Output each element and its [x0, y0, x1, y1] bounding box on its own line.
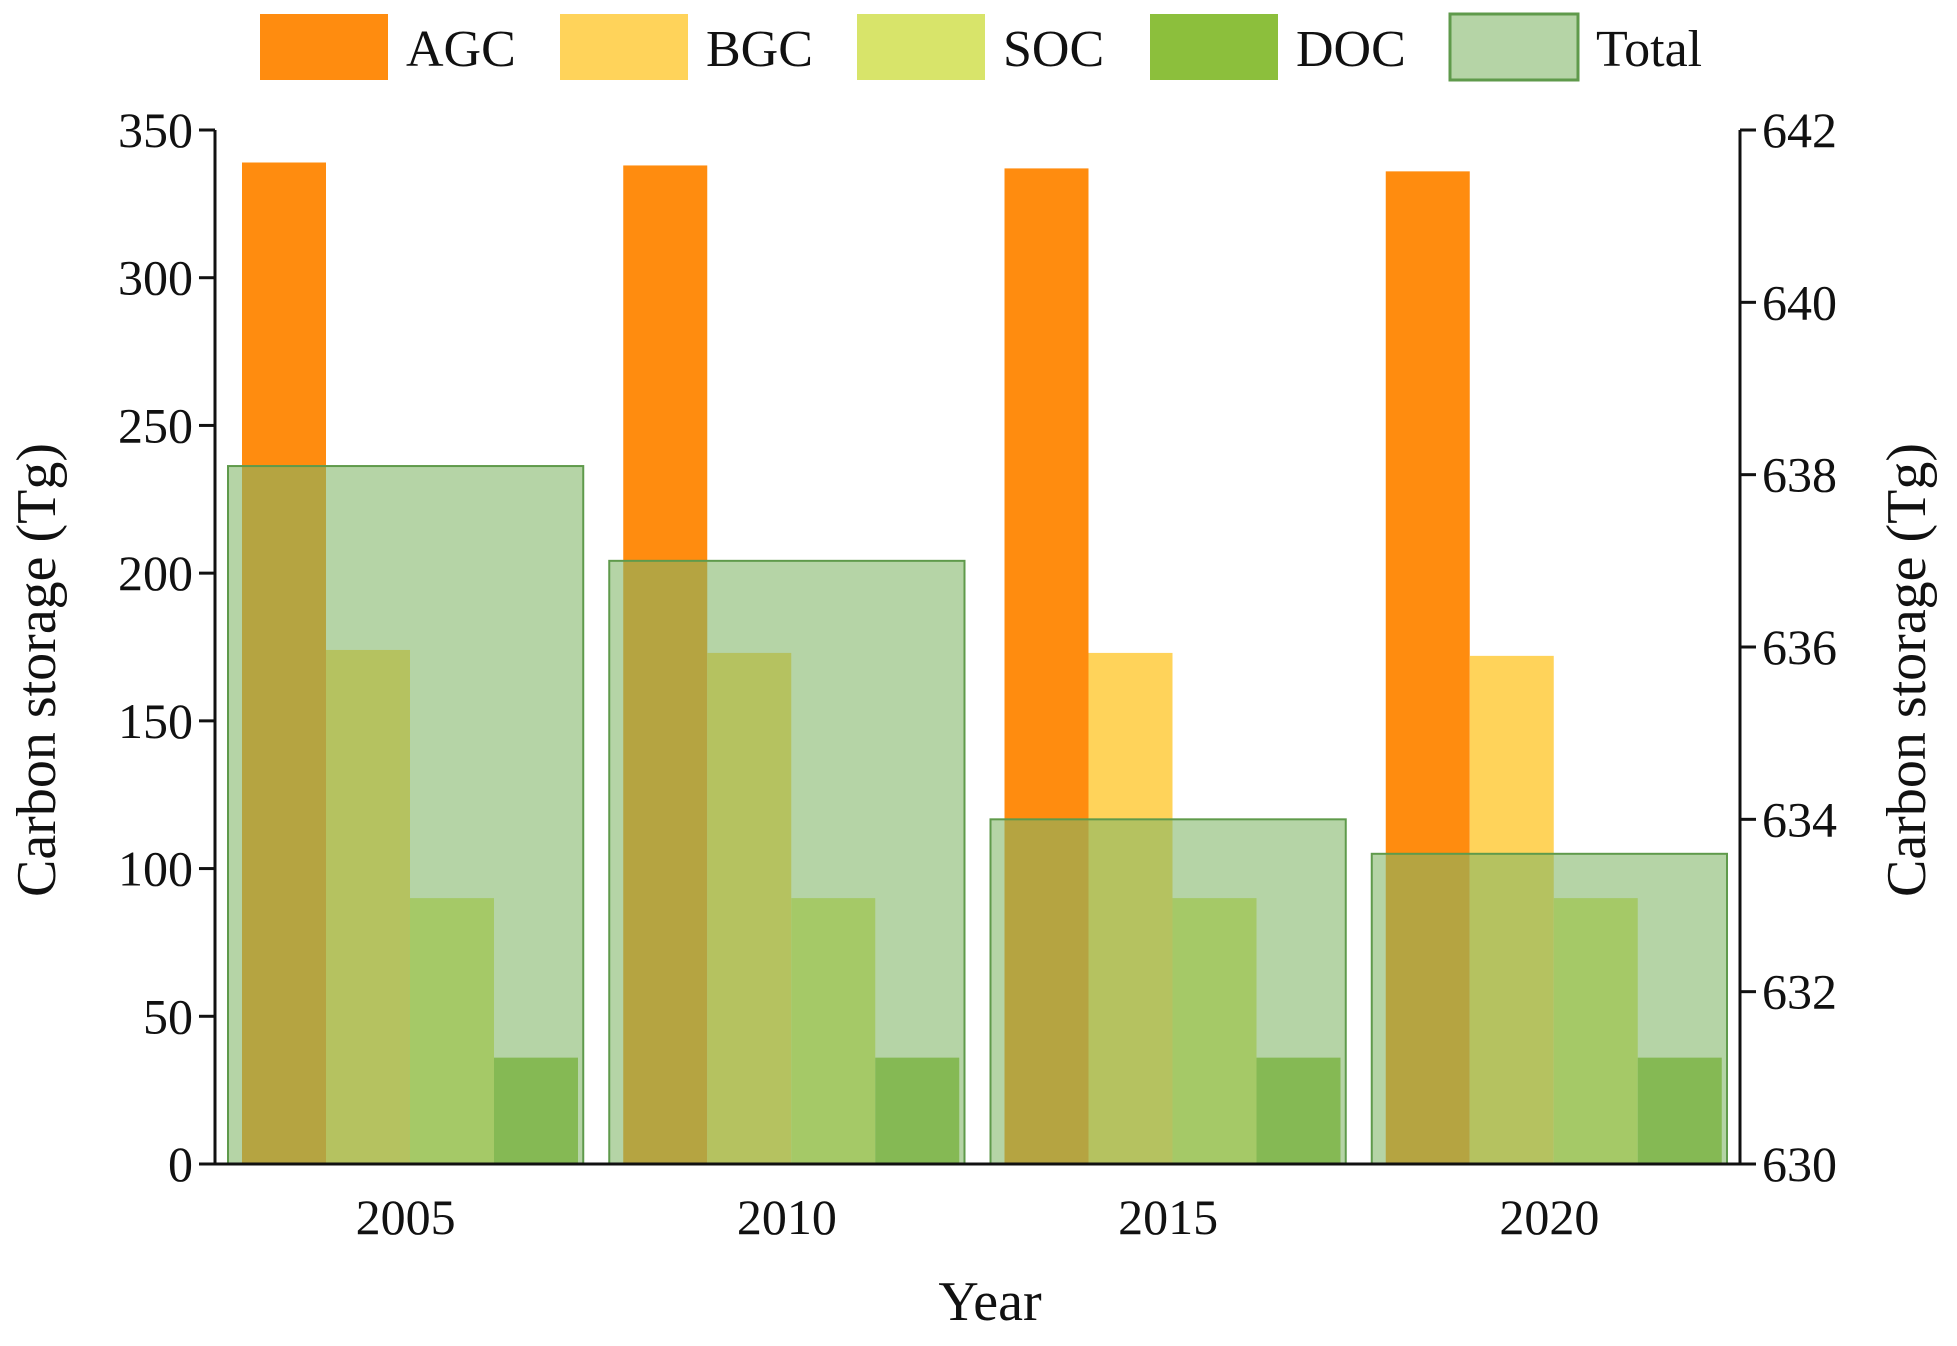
y-tick-label: 350	[118, 102, 193, 158]
y-tick-label: 50	[143, 988, 193, 1044]
y-tick-label: 0	[168, 1136, 193, 1192]
y2-tick-label: 638	[1762, 447, 1837, 503]
y-axis-title: Carbon storage (Tg)	[6, 443, 68, 897]
y2-tick-label: 632	[1762, 964, 1837, 1020]
y-tick-label: 100	[118, 841, 193, 897]
y-tick-label: 300	[118, 250, 193, 306]
x-tick-label: 2015	[1118, 1189, 1218, 1245]
y-tick-label: 150	[118, 693, 193, 749]
legend-label-agc: AGC	[406, 21, 516, 78]
x-tick-label: 2020	[1499, 1189, 1599, 1245]
legend-label-soc: SOC	[1003, 21, 1104, 78]
x-tick-label: 2005	[356, 1189, 456, 1245]
bars-total	[227, 465, 1728, 1165]
bar-total-2010	[608, 559, 966, 1165]
legend-swatch-agc	[260, 14, 388, 80]
bar-total-2015	[989, 818, 1347, 1165]
bar-total-2020	[1370, 852, 1728, 1165]
ticks: 0 50 100 150 200 250 300 350 630 632 634 636 638 640 6…	[118, 102, 1837, 1245]
x-axis-title: Year	[938, 1271, 1042, 1333]
legend-swatch-soc	[857, 14, 985, 80]
legend-swatch-doc	[1150, 14, 1278, 80]
legend: AGC BGC SOC DOC Total	[260, 12, 1702, 82]
y2-tick-label: 640	[1762, 274, 1837, 330]
y2-tick-label: 642	[1762, 102, 1837, 158]
y-tick-label: 250	[118, 397, 193, 453]
legend-label-bgc: BGC	[706, 21, 813, 78]
y2-tick-label: 630	[1762, 1136, 1837, 1192]
x-tick-label: 2010	[737, 1189, 837, 1245]
y2-tick-label: 634	[1762, 791, 1837, 847]
bar-total-2005	[227, 465, 585, 1165]
legend-label-total: Total	[1596, 21, 1702, 78]
y-tick-label: 200	[118, 545, 193, 601]
legend-swatch-bgc	[560, 14, 688, 80]
legend-label-doc: DOC	[1296, 21, 1406, 78]
y2-tick-label: 636	[1762, 619, 1837, 675]
legend-swatch-total	[1448, 12, 1580, 82]
y2-axis-title: Carbon storage (Tg)	[1876, 443, 1938, 897]
